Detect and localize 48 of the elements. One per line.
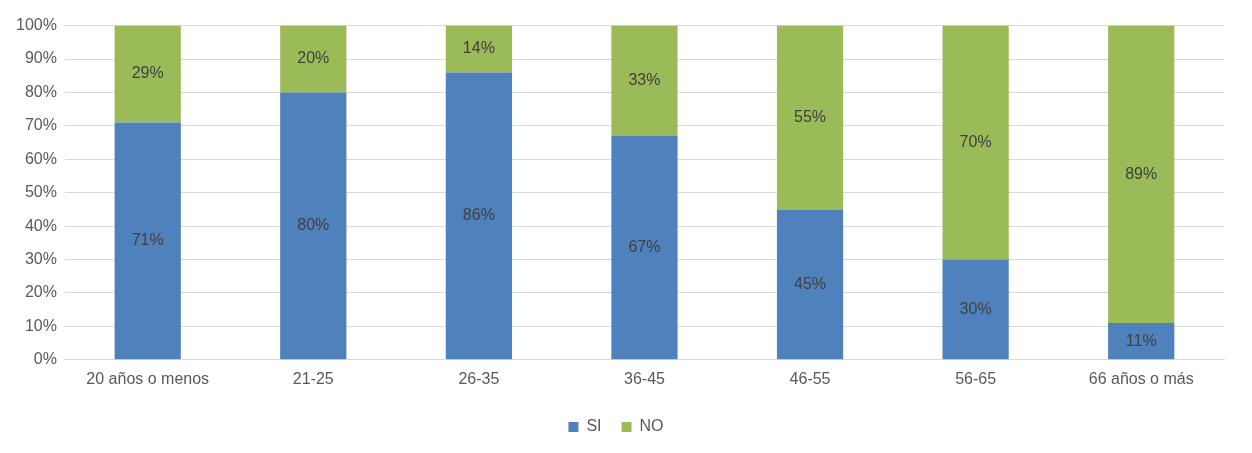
bar	[776, 25, 844, 210]
x-tick-label: 56-65	[955, 369, 997, 387]
x-tick-label: 20 años o menos	[86, 369, 210, 387]
data-label: 71%	[131, 231, 164, 249]
data-label: 80%	[297, 216, 330, 234]
y-tick-label: 40%	[24, 216, 57, 234]
bar	[445, 72, 512, 360]
bar	[114, 122, 181, 360]
data-label: 45%	[794, 274, 827, 292]
data-label: 55%	[794, 107, 827, 125]
bar	[611, 25, 678, 136]
bar	[1108, 25, 1175, 324]
y-tick-label: 30%	[24, 249, 57, 267]
y-tick-label: 0%	[33, 350, 57, 368]
data-label: 29%	[131, 64, 164, 82]
data-label: 89%	[1125, 164, 1158, 182]
bar	[776, 209, 844, 360]
x-tick-label: 26-35	[458, 369, 500, 387]
bar	[1108, 323, 1175, 360]
y-tick-label: 10%	[24, 316, 57, 334]
data-label: 86%	[462, 206, 495, 224]
bar	[280, 92, 347, 360]
y-tick-label: 80%	[24, 82, 57, 100]
legend-label: SI	[586, 417, 602, 435]
bar	[114, 25, 181, 123]
data-label: 14%	[462, 39, 495, 57]
legend-label: NO	[639, 417, 664, 435]
data-label: 20%	[297, 49, 330, 67]
data-label: 33%	[628, 71, 661, 89]
y-tick-label: 60%	[24, 149, 57, 167]
bar	[280, 25, 347, 93]
x-tick-label: 66 años o más	[1088, 369, 1194, 387]
y-tick-label: 100%	[16, 16, 57, 34]
y-tick-label: 70%	[24, 116, 57, 134]
y-tick-label: 90%	[24, 49, 57, 67]
data-label: 70%	[959, 132, 992, 150]
bar	[942, 259, 1009, 360]
y-tick-label: 50%	[24, 183, 57, 201]
bar	[445, 25, 512, 73]
y-tick-label: 20%	[24, 283, 57, 301]
data-label: 30%	[959, 299, 992, 317]
x-tick-label: 46-55	[789, 369, 831, 387]
x-tick-label: 36-45	[624, 369, 666, 387]
x-tick-label: 21-25	[292, 369, 334, 387]
bar	[942, 25, 1009, 260]
data-label: 11%	[1125, 331, 1157, 349]
bar	[611, 135, 678, 360]
data-label: 67%	[628, 238, 661, 255]
